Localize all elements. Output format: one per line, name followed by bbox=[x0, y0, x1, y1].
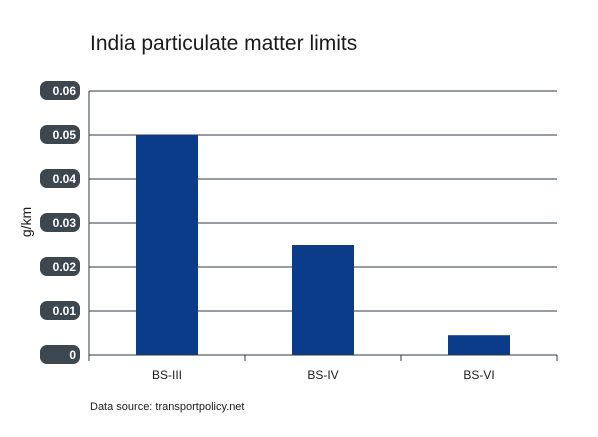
bar bbox=[292, 245, 354, 355]
y-tick: 0.05 bbox=[40, 125, 80, 144]
y-tick: 0.04 bbox=[40, 169, 80, 188]
bar bbox=[448, 335, 510, 355]
y-tick-label: 0.01 bbox=[53, 304, 77, 318]
y-tick-label: 0 bbox=[69, 348, 76, 362]
y-tick-label: 0.03 bbox=[53, 216, 77, 230]
y-tick-labels: 0 0.01 0.02 0.03 0.04 0.05 0.06 bbox=[40, 81, 80, 364]
data-source-note: Data source: transportpolicy.net bbox=[90, 401, 245, 413]
y-tick-badge bbox=[40, 81, 80, 100]
y-tick-badge bbox=[40, 345, 80, 364]
y-tick: 0.03 bbox=[40, 213, 80, 232]
chart-title: India particulate matter limits bbox=[90, 32, 358, 55]
y-tick: 0.02 bbox=[40, 257, 80, 276]
x-tick-label: BS-III bbox=[152, 368, 182, 382]
y-axis-label: g/km bbox=[18, 207, 34, 237]
y-tick: 0.01 bbox=[40, 301, 80, 320]
bar bbox=[136, 135, 198, 355]
y-tick-badge bbox=[40, 301, 80, 320]
y-tick-label: 0.06 bbox=[53, 84, 77, 98]
y-tick-badge bbox=[40, 169, 80, 188]
y-tick-badge bbox=[40, 257, 80, 276]
y-tick-label: 0.02 bbox=[53, 260, 77, 274]
x-tick-label: BS-VI bbox=[463, 368, 494, 382]
y-tick-label: 0.05 bbox=[53, 128, 77, 142]
axes bbox=[88, 91, 558, 361]
bars bbox=[136, 135, 510, 355]
x-tick-labels: BS-III BS-IV BS-VI bbox=[152, 368, 495, 382]
y-tick-badge bbox=[40, 213, 80, 232]
x-tick-label: BS-IV bbox=[307, 368, 338, 382]
y-tick: 0.06 bbox=[40, 81, 80, 100]
y-tick: 0 bbox=[40, 345, 80, 364]
y-tick-badge bbox=[40, 125, 80, 144]
y-tick-label: 0.04 bbox=[53, 172, 77, 186]
